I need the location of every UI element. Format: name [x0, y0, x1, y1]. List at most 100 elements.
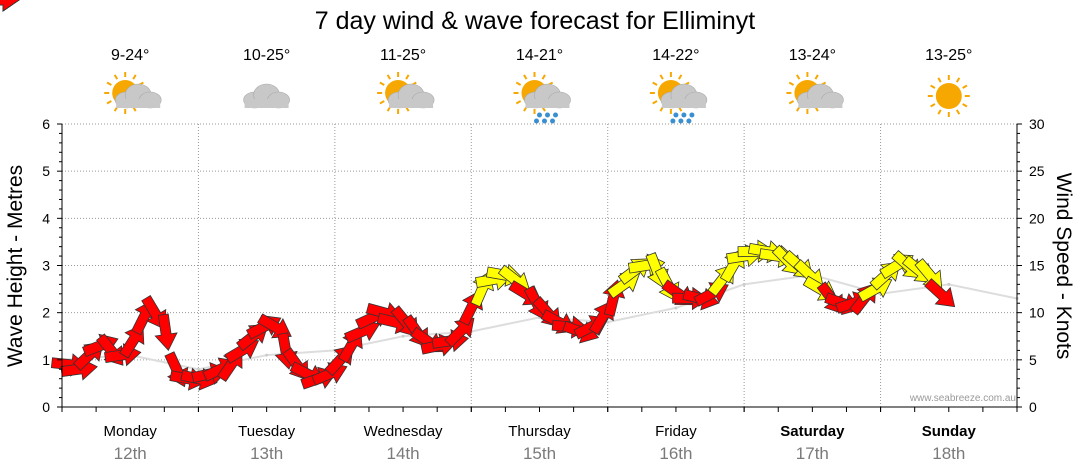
- cloud-base: [798, 99, 843, 108]
- left-tick-label: 6: [42, 116, 50, 132]
- rain-drop: [678, 118, 684, 124]
- sun-ray: [541, 74, 546, 80]
- left-tick-label: 0: [42, 399, 50, 415]
- day-name: Sunday: [922, 423, 977, 440]
- day-name: Wednesday: [364, 423, 443, 440]
- cloud-base: [244, 99, 289, 108]
- sun-ray: [955, 109, 961, 115]
- right-tick-label: 10: [1029, 305, 1045, 321]
- day-temperature: 11-25°: [380, 47, 426, 64]
- sun-ray: [132, 74, 137, 80]
- day-temperature: 10-25°: [243, 47, 290, 64]
- day-temperature: 13-24°: [789, 47, 836, 64]
- sun-ray: [930, 84, 936, 89]
- cloud-base: [661, 99, 706, 108]
- partly-cloudy-icon: [786, 72, 844, 114]
- sun-ray: [106, 100, 112, 105]
- day-temperature: 14-22°: [652, 47, 699, 64]
- day-date: 17th: [796, 444, 829, 463]
- wind-arrow: [154, 313, 178, 352]
- wave-point: [947, 282, 951, 286]
- wave-point: [742, 282, 746, 286]
- rain-drop: [689, 112, 695, 118]
- rain-drop: [542, 118, 547, 124]
- wave-point: [265, 353, 269, 357]
- day-temperature: 14-21°: [516, 47, 563, 64]
- weather-icons: 9-24° 10-25° 11-25° 14-21° 14-22° 13-24° 13-25…: [104, 47, 972, 124]
- cloud-base: [116, 99, 161, 108]
- chart-title: 7 day wind & wave forecast for Elliminyt: [315, 7, 756, 35]
- rain-drop: [673, 112, 679, 118]
- sun-ray: [386, 74, 391, 80]
- sun-ray: [659, 74, 664, 80]
- day-name: Saturday: [780, 423, 845, 440]
- sun-ray: [937, 109, 942, 115]
- sunny-icon: [927, 75, 970, 117]
- axes: 0 1 2 3 4 5 6 0 5 10 15 20 25 30 Monday 12th Tuesday 13th…: [42, 116, 1045, 463]
- right-tick-label: 20: [1029, 210, 1045, 226]
- day-date: 13th: [250, 444, 283, 463]
- watermark: www.seabreeze.com.au: [909, 393, 1016, 404]
- sun-ray: [955, 77, 961, 83]
- day-name: Tuesday: [238, 423, 295, 440]
- day-name: Thursday: [508, 423, 571, 440]
- day-date: 14th: [387, 444, 420, 463]
- sun-ray: [788, 81, 795, 86]
- day-name: Monday: [104, 423, 158, 440]
- sun-ray: [379, 81, 385, 86]
- rain-drop: [686, 118, 692, 124]
- rain-drop: [553, 112, 558, 118]
- sun-ray: [962, 84, 968, 89]
- day-date: 18th: [932, 444, 965, 463]
- sun-ray: [652, 100, 658, 105]
- left-tick-label: 2: [42, 305, 50, 321]
- sun-ray: [814, 74, 819, 80]
- sun-ray: [796, 74, 801, 80]
- wave-point: [606, 320, 610, 324]
- day-name: Friday: [655, 423, 697, 440]
- sun-ray: [788, 100, 795, 105]
- sun-ray: [405, 74, 410, 80]
- left-tick-label: 1: [42, 352, 50, 368]
- rain-drop: [545, 112, 550, 118]
- sun-cloud-rain-icon: [513, 72, 571, 124]
- sun-ray: [515, 100, 522, 105]
- wave-point: [401, 334, 405, 338]
- right-tick-label: 30: [1029, 116, 1045, 132]
- right-tick-label: 15: [1029, 258, 1045, 274]
- rain-drop: [534, 118, 539, 124]
- left-tick-label: 3: [42, 258, 50, 274]
- sun-ray: [652, 81, 658, 86]
- rain-drop: [670, 118, 676, 124]
- wave-point: [674, 306, 678, 310]
- wind-arrow: [924, 278, 956, 308]
- day-date: 16th: [659, 444, 692, 463]
- right-tick-label: 0: [1029, 399, 1037, 415]
- sun-ray: [379, 100, 385, 105]
- right-tick-label: 25: [1029, 163, 1045, 179]
- left-tick-label: 4: [42, 210, 50, 226]
- right-tick-label: 5: [1029, 352, 1037, 368]
- cloudy-icon: [243, 83, 290, 109]
- left-tick-label: 5: [42, 163, 50, 179]
- day-temperature: 13-25°: [925, 47, 972, 64]
- sun-ray: [515, 81, 522, 86]
- sun-ray: [678, 74, 683, 80]
- sun-cloud-rain-icon: [649, 72, 708, 124]
- sun-ray: [962, 103, 968, 108]
- day-temperature: 9-24°: [111, 47, 149, 64]
- day-date: 12th: [114, 444, 147, 463]
- cloud-base: [525, 99, 570, 108]
- partly-cloudy-icon: [104, 72, 162, 114]
- right-axis-title: Wind Speed - Knots: [1052, 173, 1075, 360]
- rain-drop: [537, 112, 542, 118]
- wind-arrow: [444, 317, 475, 348]
- gridlines: [62, 123, 1017, 407]
- wind-arrow: [0, 0, 20, 12]
- rain-drop: [681, 112, 687, 118]
- sun-ray: [523, 74, 528, 80]
- sun-ray: [930, 103, 936, 108]
- sun-disc: [935, 83, 962, 109]
- partly-cloudy-icon: [377, 72, 435, 114]
